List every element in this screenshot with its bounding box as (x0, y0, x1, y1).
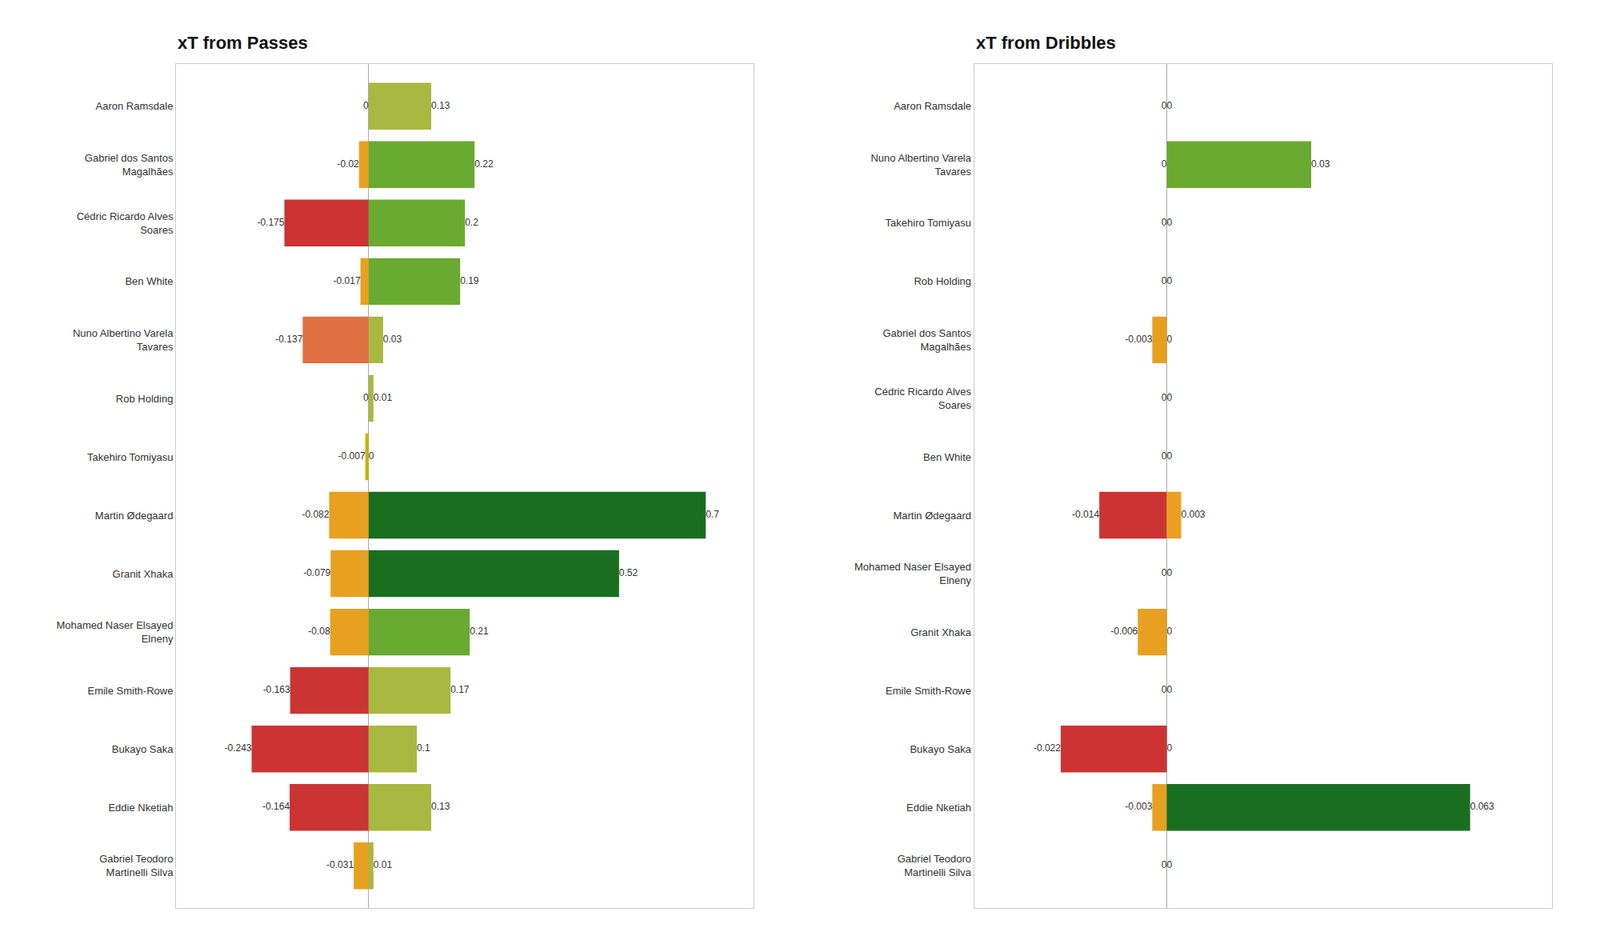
svg-text:-0.163: -0.163 (263, 684, 291, 696)
svg-text:-0.006: -0.006 (1110, 625, 1138, 637)
svg-text:-0.175: -0.175 (256, 216, 284, 228)
svg-text:0.17: 0.17 (450, 684, 470, 696)
svg-text:0: 0 (1166, 859, 1172, 871)
svg-text:0.03: 0.03 (383, 333, 403, 345)
svg-text:0.13: 0.13 (431, 800, 451, 812)
svg-text:Takehiro Tomiyasu: Takehiro Tomiyasu (885, 216, 972, 229)
svg-text:0: 0 (1166, 450, 1172, 462)
svg-text:Gabriel TeodoroMartinelli Silv: Gabriel TeodoroMartinelli Silva (897, 852, 972, 879)
svg-text:0: 0 (1161, 450, 1168, 462)
svg-text:-0.022: -0.022 (1033, 742, 1061, 754)
svg-text:xT from Passes: xT from Passes (177, 32, 308, 53)
svg-text:0.03: 0.03 (1311, 158, 1331, 170)
svg-text:Rob Holding: Rob Holding (116, 392, 174, 404)
svg-text:0.22: 0.22 (474, 158, 494, 170)
svg-text:0: 0 (1166, 100, 1172, 112)
svg-text:0: 0 (1161, 275, 1168, 287)
svg-text:Eddie Nketiah: Eddie Nketiah (108, 801, 173, 814)
svg-text:0: 0 (1166, 392, 1172, 404)
svg-text:0: 0 (1161, 567, 1168, 579)
svg-text:Cédric Ricardo AlvesSoares: Cédric Ricardo AlvesSoares (874, 385, 972, 412)
svg-text:Aaron Ramsdale: Aaron Ramsdale (96, 100, 174, 112)
svg-text:Mohamed Naser ElsayedElneny: Mohamed Naser ElsayedElneny (56, 619, 173, 645)
svg-text:0: 0 (1166, 275, 1172, 287)
svg-text:0.52: 0.52 (619, 567, 639, 579)
svg-text:-0.031: -0.031 (326, 859, 354, 871)
svg-text:-0.164: -0.164 (262, 800, 290, 812)
svg-text:Bukayo Saka: Bukayo Saka (112, 743, 174, 756)
svg-text:0.2: 0.2 (464, 216, 479, 228)
svg-text:Eddie Nketiah: Eddie Nketiah (906, 801, 972, 814)
svg-text:Gabriel TeodoroMartinelli Silv: Gabriel TeodoroMartinelli Silva (99, 852, 174, 879)
svg-text:0.21: 0.21 (469, 625, 489, 637)
svg-text:-0.137: -0.137 (275, 333, 303, 345)
svg-text:0.01: 0.01 (373, 392, 393, 404)
svg-text:Granit Xhaka: Granit Xhaka (112, 568, 175, 580)
svg-text:Aaron Ramsdale: Aaron Ramsdale (893, 100, 972, 112)
svg-text:Cédric Ricardo AlvesSoares: Cédric Ricardo AlvesSoares (76, 210, 174, 236)
svg-text:0.003: 0.003 (1180, 508, 1205, 520)
svg-text:Emile Smith-Rowe: Emile Smith-Rowe (885, 684, 972, 697)
svg-text:Gabriel dos SantosMagalhães: Gabriel dos SantosMagalhães (882, 327, 972, 353)
svg-text:xT from Dribbles: xT from Dribbles (976, 32, 1116, 53)
svg-text:0.13: 0.13 (431, 100, 451, 112)
svg-text:Ben White: Ben White (124, 275, 173, 288)
svg-text:0.01: 0.01 (373, 859, 393, 871)
svg-text:Bukayo Saka: Bukayo Saka (909, 743, 972, 756)
svg-text:-0.02: -0.02 (336, 158, 360, 170)
svg-text:-0.079: -0.079 (303, 567, 331, 579)
svg-text:0: 0 (1166, 625, 1172, 637)
svg-text:Martin Ødegaard: Martin Ødegaard (892, 509, 972, 522)
svg-text:0: 0 (1161, 216, 1168, 228)
svg-text:0: 0 (363, 392, 369, 404)
svg-text:0.1: 0.1 (416, 742, 431, 754)
svg-text:-0.243: -0.243 (224, 742, 252, 754)
svg-text:0: 0 (1166, 333, 1172, 345)
svg-text:0: 0 (1166, 567, 1172, 579)
svg-text:-0.017: -0.017 (333, 275, 361, 287)
svg-text:0.063: 0.063 (1470, 800, 1495, 812)
svg-text:0: 0 (1161, 158, 1168, 170)
svg-text:-0.082: -0.082 (301, 508, 329, 520)
svg-text:Emile Smith-Rowe: Emile Smith-Rowe (87, 684, 173, 697)
svg-text:Nuno Albertino VarelaTavares: Nuno Albertino VarelaTavares (72, 327, 174, 353)
svg-text:Rob Holding: Rob Holding (913, 275, 972, 288)
svg-text:0: 0 (363, 100, 369, 112)
svg-text:-0.003: -0.003 (1124, 800, 1152, 812)
svg-text:0: 0 (1161, 100, 1168, 112)
svg-text:Gabriel dos SantosMagalhães: Gabriel dos SantosMagalhães (84, 152, 174, 178)
svg-text:Martin Ødegaard: Martin Ødegaard (95, 509, 174, 522)
svg-text:0.7: 0.7 (705, 508, 720, 520)
svg-text:0: 0 (1161, 392, 1168, 404)
svg-text:0: 0 (1166, 742, 1172, 754)
svg-text:0: 0 (1161, 859, 1168, 871)
svg-text:-0.014: -0.014 (1072, 508, 1100, 520)
svg-text:Granit Xhaka: Granit Xhaka (910, 626, 972, 639)
svg-text:0.19: 0.19 (460, 275, 480, 287)
svg-text:0: 0 (1166, 684, 1172, 696)
svg-text:Nuno Albertino VarelaTavares: Nuno Albertino VarelaTavares (870, 152, 972, 178)
svg-text:-0.003: -0.003 (1124, 333, 1152, 345)
svg-text:0: 0 (1161, 684, 1168, 696)
svg-text:0: 0 (1166, 216, 1172, 228)
svg-text:Mohamed Naser ElsayedElneny: Mohamed Naser ElsayedElneny (854, 560, 972, 587)
svg-text:Ben White: Ben White (923, 451, 972, 464)
svg-text:-0.007: -0.007 (338, 450, 366, 462)
svg-text:0: 0 (368, 450, 375, 462)
svg-text:-0.08: -0.08 (308, 625, 331, 637)
svg-text:Takehiro Tomiyasu: Takehiro Tomiyasu (87, 451, 173, 464)
